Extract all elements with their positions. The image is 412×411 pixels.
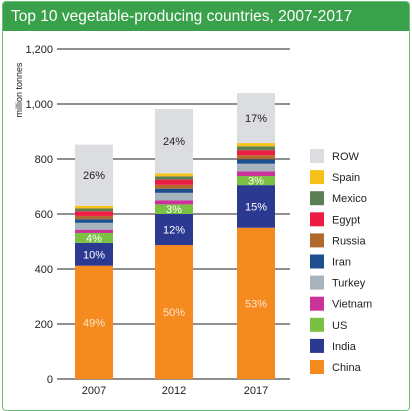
- bar-segment-spain: [155, 173, 193, 177]
- legend-swatch-india: [310, 338, 324, 353]
- x-tick-label: 2007: [82, 385, 106, 397]
- legend-label-vietnam: Vietnam: [332, 299, 372, 311]
- bar-segment-mexico: [237, 146, 275, 151]
- bar-segment-russia: [237, 155, 275, 160]
- legend-swatch-vietnam: [310, 296, 324, 311]
- bar-segment-egypt: [155, 179, 193, 185]
- y-tick-label: 0: [47, 374, 53, 386]
- bar-segment-vietnam: [237, 171, 275, 177]
- legend-swatch-turkey: [310, 275, 324, 290]
- y-tick-label: 200: [35, 319, 53, 331]
- chart-title: Top 10 vegetable-producing countries, 20…: [3, 2, 409, 31]
- y-tick-label: 1,200: [25, 44, 53, 56]
- legend-swatch-spain: [310, 170, 324, 185]
- bar-segment-row: [237, 93, 275, 144]
- data-label-india: 12%: [163, 225, 185, 237]
- legend-label-us: US: [332, 320, 347, 332]
- bar-segment-us: [75, 232, 113, 243]
- bar-segment-turkey: [75, 222, 113, 230]
- legend-label-spain: Spain: [332, 172, 360, 184]
- legend-swatch-russia: [310, 233, 324, 248]
- bar-segment-mexico: [155, 176, 193, 180]
- chart-canvas: 0 200 400 600 800 1,000 1,200 million tonnes 4…: [14, 44, 372, 397]
- y-tick-label: 400: [35, 264, 53, 276]
- legend-label-russia: Russia: [332, 235, 367, 247]
- bar-segment-vietnam: [75, 229, 113, 233]
- bar-segment-mexico: [75, 208, 113, 212]
- data-label-row: 17%: [245, 113, 267, 125]
- data-labels: 49% 50% 53% 10% 12% 15% 4% 3% 3% 26% 24% 17%: [83, 113, 267, 329]
- bar-segment-india: [237, 185, 275, 228]
- bar-segment-us: [155, 204, 193, 214]
- bar-segment-iran: [155, 188, 193, 193]
- x-tick-label: 2012: [162, 385, 186, 397]
- legend-label-china: China: [332, 362, 362, 374]
- legend-swatch-china: [310, 360, 324, 374]
- data-label-china: 49%: [83, 317, 105, 329]
- data-label-china: 53%: [245, 298, 267, 310]
- data-label-china: 50%: [163, 307, 185, 319]
- legend-swatch-iran: [310, 254, 324, 269]
- bar-segment-egypt: [75, 211, 113, 216]
- legend-label-iran: Iran: [332, 257, 351, 269]
- data-label-row: 26%: [83, 170, 105, 182]
- y-axis-label: million tonnes: [14, 62, 24, 118]
- bar-segment-china: [155, 245, 193, 379]
- x-tick-label: 2017: [244, 385, 268, 397]
- legend-label-row: ROW: [332, 151, 360, 163]
- bar-segment-china: [75, 265, 113, 379]
- bar-segment-iran: [75, 219, 113, 223]
- data-label-row: 24%: [163, 136, 185, 148]
- bar-segment-vietnam: [155, 200, 193, 205]
- x-axis-ticks: 2007 2012 2017: [82, 385, 268, 397]
- data-label-india: 15%: [245, 201, 267, 213]
- legend-swatch-mexico: [310, 191, 324, 206]
- y-axis-ticks: 0 200 400 600 800 1,000 1,200: [25, 44, 53, 386]
- data-label-us: 3%: [166, 204, 182, 216]
- legend-swatch-us: [310, 317, 324, 332]
- bar-segment-turkey: [155, 192, 193, 201]
- bar-segment-india: [155, 214, 193, 246]
- legend-swatch-row: [310, 149, 324, 163]
- bar-segment-china: [237, 227, 275, 379]
- bar-segment-row: [75, 144, 113, 206]
- legend-swatch-egypt: [310, 212, 324, 227]
- bar-segment-spain: [237, 143, 275, 147]
- bar-segment-spain: [75, 205, 113, 209]
- stacked-bars: [75, 93, 275, 379]
- bar-segment-turkey: [237, 163, 275, 172]
- legend-label-mexico: Mexico: [332, 193, 367, 205]
- legend-label-egypt: Egypt: [332, 214, 360, 226]
- bar-segment-india: [75, 242, 113, 266]
- bar-segment-iran: [237, 159, 275, 164]
- bar-segment-egypt: [237, 150, 275, 156]
- data-label-us: 4%: [86, 233, 102, 245]
- y-tick-label: 1,000: [25, 99, 53, 111]
- data-label-us: 3%: [248, 176, 264, 188]
- y-tick-label: 600: [35, 209, 53, 221]
- legend-label-india: India: [332, 341, 357, 353]
- legend: ROW Spain Mexico Egypt Russia Iran Turkey Vietn…: [310, 149, 372, 374]
- bar-segment-row: [155, 108, 193, 174]
- data-label-india: 10%: [83, 249, 105, 261]
- bar-segment-russia: [75, 215, 113, 220]
- bar-segment-us: [237, 176, 275, 186]
- y-tick-label: 800: [35, 154, 53, 166]
- legend-label-turkey: Turkey: [332, 278, 366, 290]
- bar-segment-russia: [155, 184, 193, 189]
